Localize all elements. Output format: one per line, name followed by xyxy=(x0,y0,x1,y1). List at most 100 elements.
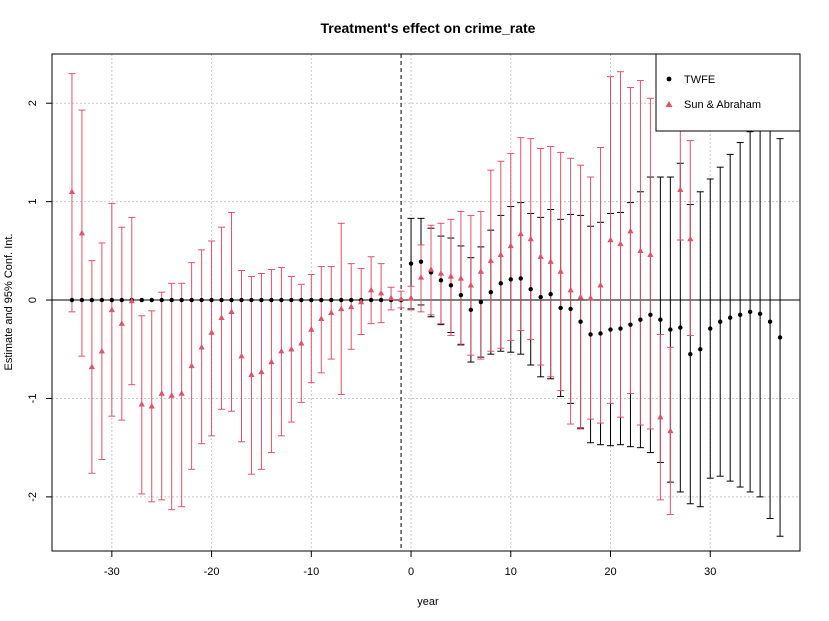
point-twfe xyxy=(179,297,184,303)
point-twfe xyxy=(737,312,743,318)
point-sun-abraham xyxy=(128,297,135,304)
point-sun-abraham xyxy=(68,188,76,194)
point-sun-abraham xyxy=(387,294,395,301)
point-sun-abraham xyxy=(427,266,435,272)
error-bar-sun-abraham xyxy=(208,240,216,437)
point-twfe xyxy=(608,327,613,332)
point-sun-abraham xyxy=(557,268,564,274)
point-sun-abraham xyxy=(118,320,125,326)
point-twfe xyxy=(259,297,264,303)
y-axis: -2 -1 0 1 2 xyxy=(27,100,52,502)
x-tick-label: -10 xyxy=(303,566,319,578)
point-sun-abraham xyxy=(278,347,285,354)
point-twfe xyxy=(777,335,783,340)
point-sun-abraham xyxy=(647,251,654,257)
point-sun-abraham xyxy=(497,251,504,257)
point-twfe xyxy=(678,325,683,330)
point-sun-abraham xyxy=(657,413,664,420)
point-sun-abraham xyxy=(527,235,534,242)
x-axis-label: year xyxy=(417,596,439,608)
point-twfe xyxy=(598,331,603,336)
point-sun-abraham xyxy=(88,363,95,370)
point-twfe xyxy=(159,297,164,303)
point-twfe xyxy=(89,297,95,303)
point-sun-abraham xyxy=(407,294,415,301)
point-twfe xyxy=(578,319,583,324)
point-sun-abraham xyxy=(517,230,524,237)
point-twfe xyxy=(648,312,653,318)
point-twfe xyxy=(199,297,204,303)
error-bar-sun-abraham xyxy=(676,112,684,241)
point-twfe xyxy=(279,297,284,303)
y-tick-label: -2 xyxy=(27,492,39,502)
point-sun-abraham xyxy=(208,329,215,335)
point-sun-abraham xyxy=(547,258,554,264)
point-sun-abraham xyxy=(238,352,245,359)
x-tick-label: 20 xyxy=(604,566,616,578)
point-twfe xyxy=(628,322,633,327)
point-twfe xyxy=(538,294,543,300)
error-bar-sun-abraham xyxy=(158,291,166,501)
point-twfe xyxy=(498,281,503,286)
point-sun-abraham xyxy=(338,305,345,312)
point-twfe xyxy=(708,326,713,331)
point-twfe xyxy=(698,347,703,352)
legend: TWFE Sun & Abraham xyxy=(655,53,801,132)
point-twfe xyxy=(658,317,663,322)
point-twfe xyxy=(289,297,294,303)
point-sun-abraham xyxy=(188,362,195,369)
error-bar-sun-abraham xyxy=(477,210,485,360)
point-twfe xyxy=(329,297,334,303)
point-sun-abraham xyxy=(667,427,674,434)
point-twfe xyxy=(468,307,474,313)
point-twfe xyxy=(508,277,513,282)
point-sun-abraham xyxy=(218,314,225,320)
point-sun-abraham xyxy=(358,298,365,305)
point-sun-abraham xyxy=(477,268,484,274)
point-twfe xyxy=(209,297,214,303)
point-twfe xyxy=(299,297,304,303)
point-sun-abraham xyxy=(637,247,644,254)
chart-title: Treatment's effect on crime_rate xyxy=(321,20,536,36)
x-tick-label: -30 xyxy=(104,566,120,578)
point-twfe xyxy=(249,297,254,303)
x-axis: -30 -20 -10 0 10 20 30 xyxy=(104,551,716,578)
point-twfe xyxy=(69,297,75,303)
point-twfe xyxy=(139,297,144,303)
error-bars xyxy=(68,71,784,537)
point-twfe xyxy=(149,297,154,303)
point-twfe xyxy=(368,297,374,303)
point-markers xyxy=(68,186,783,434)
point-twfe xyxy=(568,306,573,312)
point-sun-abraham xyxy=(397,295,405,302)
legend-marker-twfe xyxy=(666,76,672,82)
point-twfe xyxy=(229,297,234,303)
point-sun-abraham xyxy=(597,281,604,288)
y-tick-label: 0 xyxy=(27,297,39,303)
point-twfe xyxy=(109,297,115,303)
legend-box xyxy=(655,53,801,132)
point-sun-abraham xyxy=(437,270,445,276)
point-sun-abraham xyxy=(378,289,385,296)
point-twfe xyxy=(239,297,244,303)
point-sun-abraham xyxy=(677,186,684,193)
point-sun-abraham xyxy=(148,402,155,409)
point-sun-abraham xyxy=(328,309,335,316)
y-tick-label: -1 xyxy=(27,394,39,404)
point-twfe xyxy=(478,299,484,305)
point-sun-abraham xyxy=(447,273,455,279)
point-sun-abraham xyxy=(537,253,544,259)
point-sun-abraham xyxy=(138,400,145,407)
point-twfe xyxy=(518,276,523,281)
x-tick-label: 30 xyxy=(704,566,716,578)
point-sun-abraham xyxy=(158,390,165,396)
error-bar-sun-abraham xyxy=(646,97,654,430)
point-sun-abraham xyxy=(98,347,105,354)
point-twfe xyxy=(548,291,553,297)
point-sun-abraham xyxy=(298,339,305,346)
point-twfe xyxy=(438,278,444,283)
point-twfe xyxy=(558,305,563,311)
point-sun-abraham xyxy=(108,306,115,313)
point-twfe xyxy=(309,297,314,303)
